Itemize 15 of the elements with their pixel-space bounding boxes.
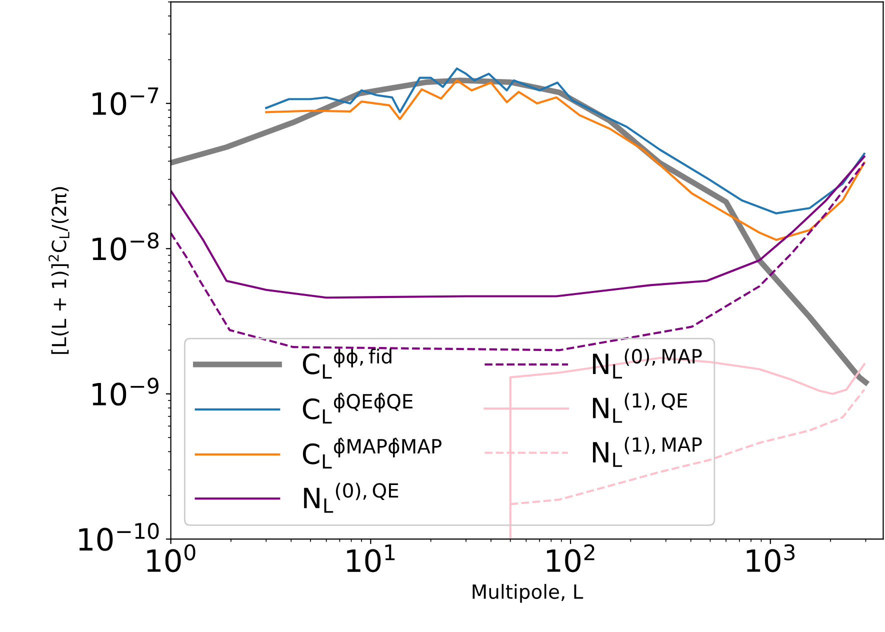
legend-label: N$_{L}$$^{(0),MAP}$ — [592, 348, 702, 379]
legend-label: N$_{L}$$^{(0),QE}$ — [304, 482, 398, 513]
x-axis-title: Multipole, L — [472, 584, 584, 603]
legend-label: N$_{L}$$^{(1),QE}$ — [592, 392, 688, 423]
y-tick-label: 10$^{−8}$ — [92, 232, 159, 260]
legend-label: N$_{L}$$^{(1),MAP}$ — [592, 436, 702, 467]
x-tick-label: 10$^{2}$ — [546, 544, 594, 572]
y-tick-label: 10$^{−9}$ — [92, 378, 158, 406]
x-tick-label: 10$^{1}$ — [347, 544, 395, 572]
y-tick-label: 10$^{−7}$ — [92, 88, 158, 116]
legend-label: C$_{L}$$^{ϕ̂QEϕ̂QE}$ — [302, 392, 412, 424]
y-axis-title: [L(L + 1)]$^{2}$C$_{L}$/(2π) — [48, 187, 70, 354]
legend-label: C$_{L}$$^{ϕ̂MAPϕ̂MAP}$ — [302, 438, 442, 469]
x-tick-label: 10$^{3}$ — [746, 544, 795, 572]
legend-label: C$_{L}$$^{ϕϕ,fid}$ — [302, 348, 392, 379]
